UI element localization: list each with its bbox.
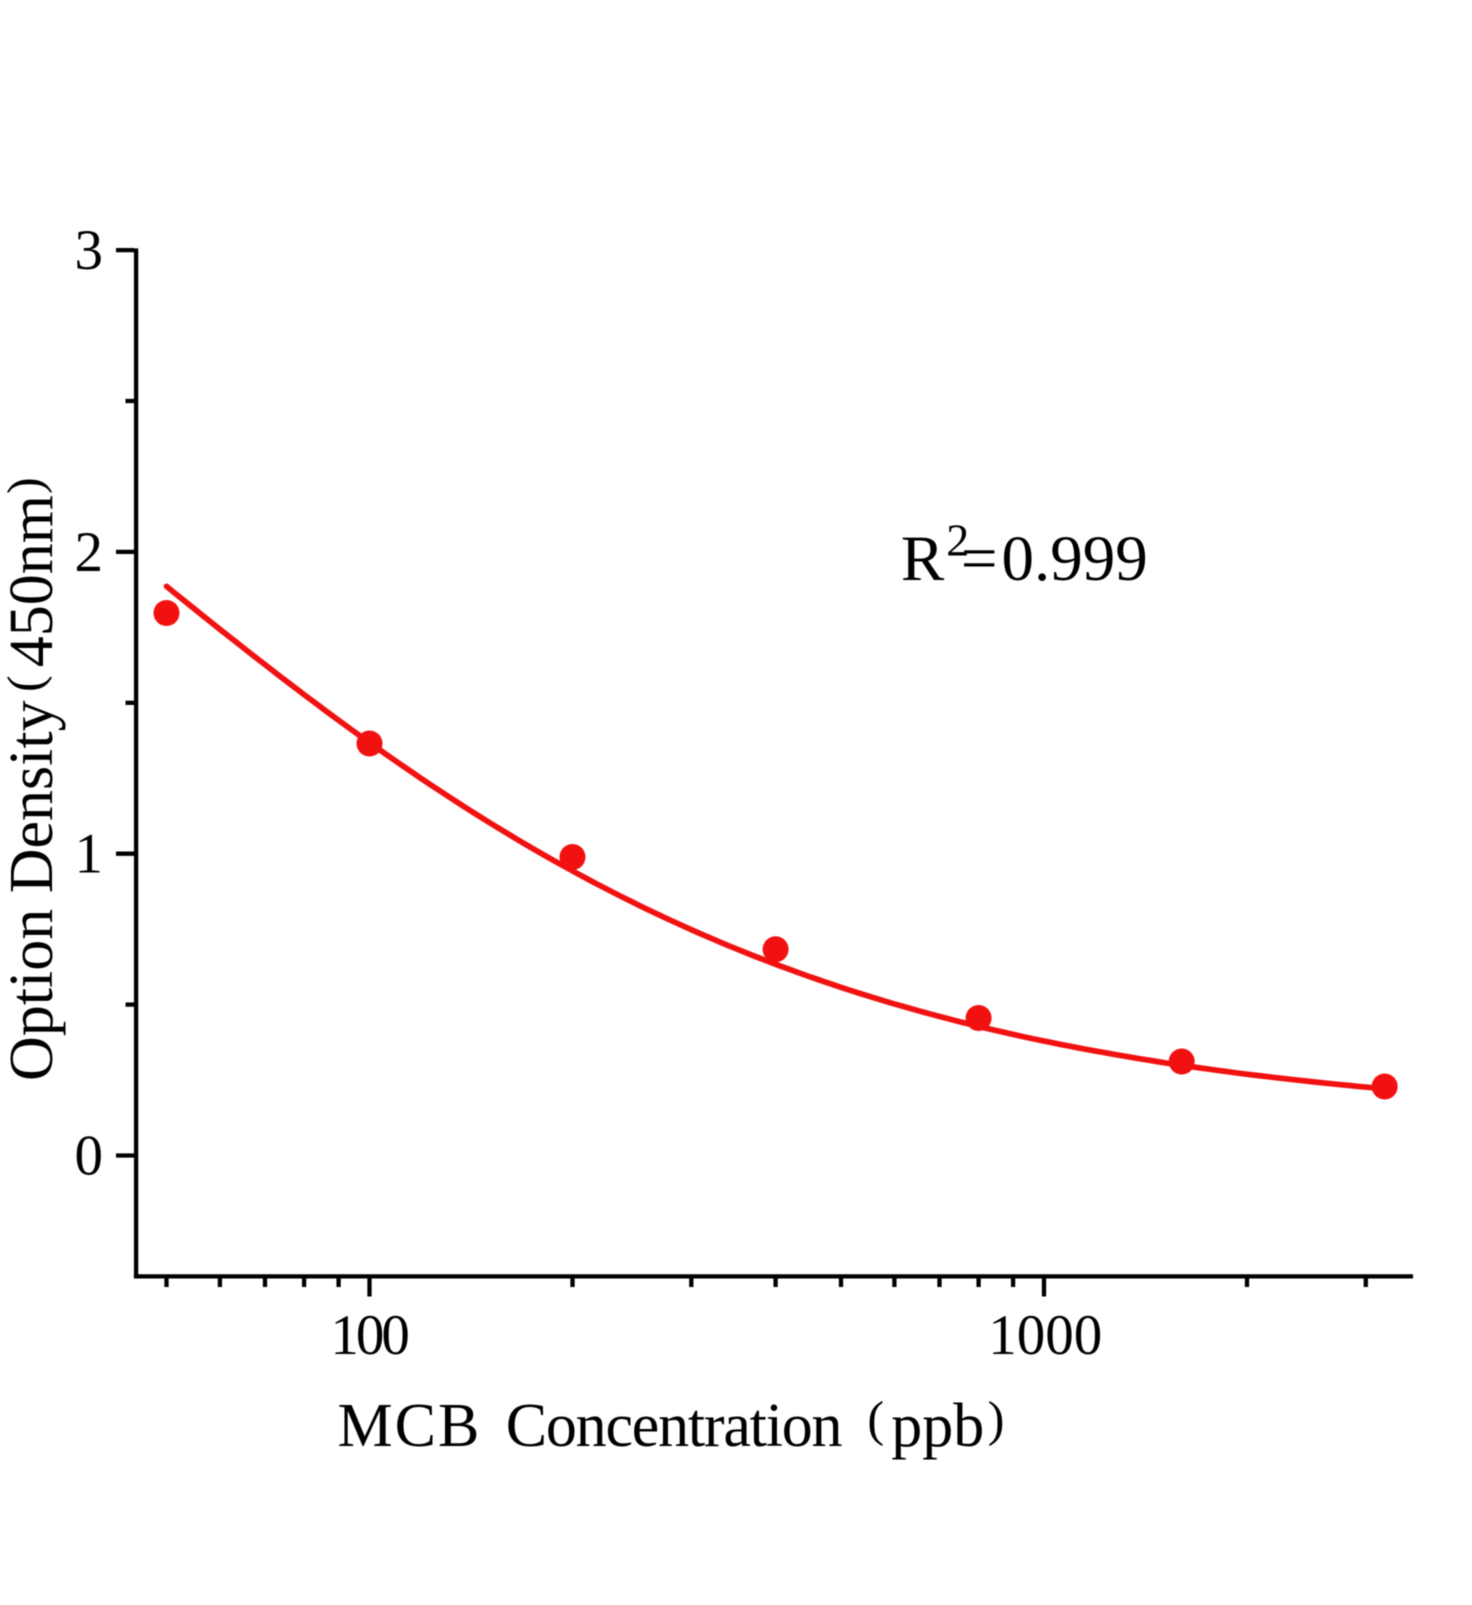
svg-text:450nm: 450nm	[0, 495, 66, 667]
svg-text:R2=0.999: R2=0.999	[901, 515, 1148, 596]
svg-text:Option Density: Option Density	[0, 700, 66, 1081]
svg-text:): )	[0, 477, 52, 494]
svg-text:Concentration: Concentration	[506, 1392, 843, 1460]
svg-text:(: (	[0, 675, 52, 692]
svg-text:(: (	[867, 1390, 884, 1446]
svg-text:2: 2	[75, 521, 104, 584]
svg-text:1: 1	[75, 823, 104, 886]
svg-text:100: 100	[330, 1304, 408, 1367]
svg-text:): )	[988, 1390, 1005, 1446]
svg-text:3: 3	[75, 219, 104, 282]
svg-text:MCB: MCB	[338, 1392, 482, 1460]
svg-text:1000: 1000	[988, 1304, 1102, 1367]
svg-text:0: 0	[75, 1125, 104, 1188]
svg-text:ppb: ppb	[891, 1392, 984, 1460]
